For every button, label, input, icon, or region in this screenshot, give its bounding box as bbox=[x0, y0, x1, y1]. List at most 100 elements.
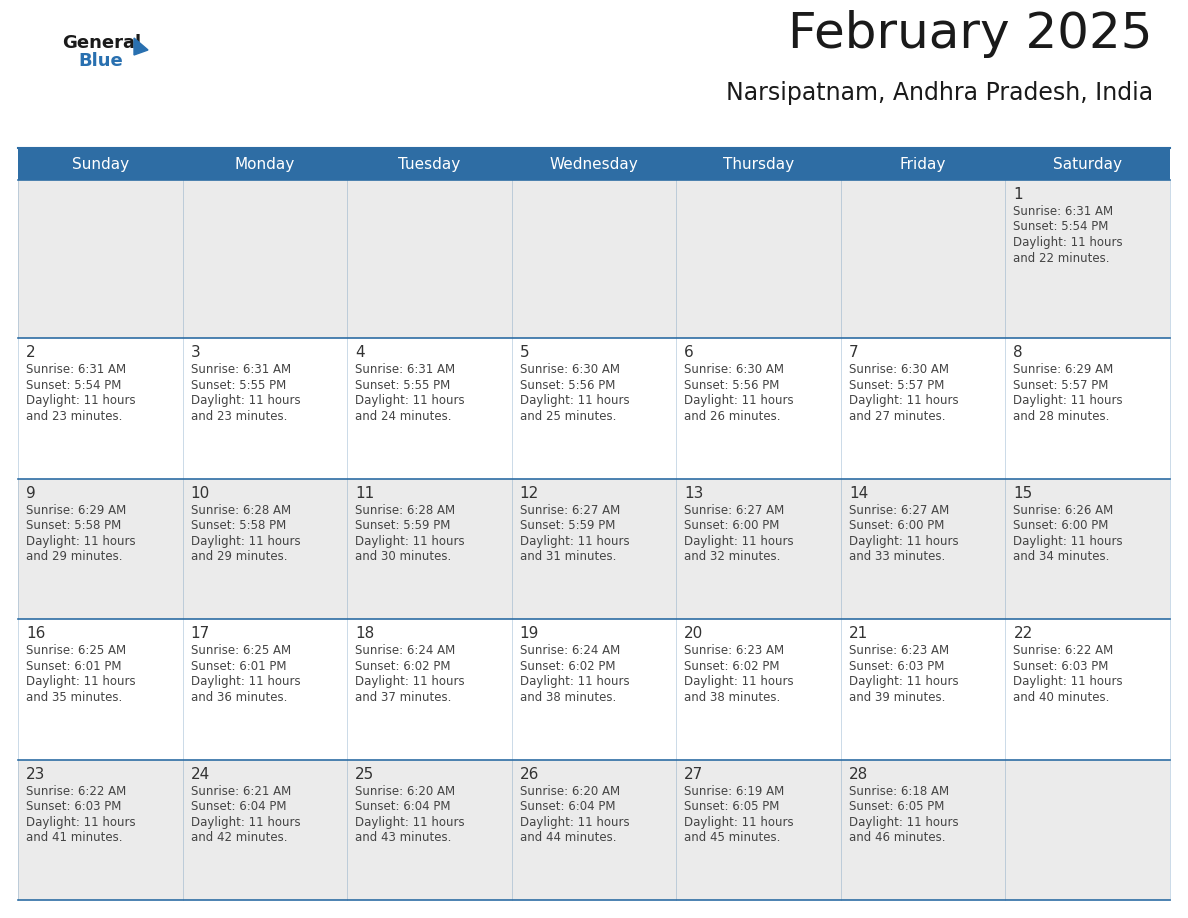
Bar bbox=[1005, 339, 1170, 479]
Text: Daylight: 11 hours: Daylight: 11 hours bbox=[519, 535, 630, 548]
Text: 16: 16 bbox=[26, 626, 45, 641]
Text: Sunday: Sunday bbox=[71, 156, 128, 172]
Text: Daylight: 11 hours: Daylight: 11 hours bbox=[355, 676, 465, 688]
Text: and 39 minutes.: and 39 minutes. bbox=[849, 690, 946, 704]
Text: Sunset: 5:57 PM: Sunset: 5:57 PM bbox=[1013, 379, 1108, 392]
Text: and 25 minutes.: and 25 minutes. bbox=[519, 410, 617, 423]
Text: Sunrise: 6:25 AM: Sunrise: 6:25 AM bbox=[190, 644, 291, 657]
Text: Sunrise: 6:26 AM: Sunrise: 6:26 AM bbox=[1013, 504, 1113, 517]
Text: Sunrise: 6:29 AM: Sunrise: 6:29 AM bbox=[26, 504, 126, 517]
Text: Daylight: 11 hours: Daylight: 11 hours bbox=[1013, 535, 1123, 548]
Text: 7: 7 bbox=[849, 345, 859, 361]
Text: and 44 minutes.: and 44 minutes. bbox=[519, 831, 617, 844]
Text: and 40 minutes.: and 40 minutes. bbox=[1013, 690, 1110, 704]
Text: Sunrise: 6:23 AM: Sunrise: 6:23 AM bbox=[684, 644, 784, 657]
Text: 12: 12 bbox=[519, 486, 539, 501]
Text: Sunrise: 6:31 AM: Sunrise: 6:31 AM bbox=[1013, 205, 1113, 218]
Text: Sunrise: 6:31 AM: Sunrise: 6:31 AM bbox=[190, 364, 291, 376]
Text: 4: 4 bbox=[355, 345, 365, 361]
Text: 19: 19 bbox=[519, 626, 539, 641]
Text: Sunset: 6:04 PM: Sunset: 6:04 PM bbox=[190, 800, 286, 813]
Text: Saturday: Saturday bbox=[1054, 156, 1123, 172]
Text: Sunset: 5:59 PM: Sunset: 5:59 PM bbox=[519, 520, 615, 532]
Bar bbox=[1005, 759, 1170, 900]
Text: 3: 3 bbox=[190, 345, 201, 361]
Text: Sunset: 5:55 PM: Sunset: 5:55 PM bbox=[355, 379, 450, 392]
Text: Daylight: 11 hours: Daylight: 11 hours bbox=[355, 815, 465, 829]
Bar bbox=[512, 339, 676, 479]
Text: 21: 21 bbox=[849, 626, 868, 641]
Text: 28: 28 bbox=[849, 767, 868, 781]
Text: Sunrise: 6:24 AM: Sunrise: 6:24 AM bbox=[519, 644, 620, 657]
Text: Sunset: 6:03 PM: Sunset: 6:03 PM bbox=[26, 800, 121, 813]
Bar bbox=[1005, 479, 1170, 620]
Text: Sunset: 6:02 PM: Sunset: 6:02 PM bbox=[519, 660, 615, 673]
Text: Daylight: 11 hours: Daylight: 11 hours bbox=[190, 535, 301, 548]
Text: Daylight: 11 hours: Daylight: 11 hours bbox=[190, 676, 301, 688]
Bar bbox=[347, 339, 512, 479]
Text: Sunset: 5:55 PM: Sunset: 5:55 PM bbox=[190, 379, 286, 392]
Text: Sunset: 6:04 PM: Sunset: 6:04 PM bbox=[355, 800, 450, 813]
Text: 11: 11 bbox=[355, 486, 374, 501]
Bar bbox=[183, 180, 347, 339]
Text: Daylight: 11 hours: Daylight: 11 hours bbox=[26, 676, 135, 688]
Text: Sunrise: 6:25 AM: Sunrise: 6:25 AM bbox=[26, 644, 126, 657]
Text: Daylight: 11 hours: Daylight: 11 hours bbox=[26, 395, 135, 408]
Text: Sunset: 5:56 PM: Sunset: 5:56 PM bbox=[519, 379, 615, 392]
Text: and 35 minutes.: and 35 minutes. bbox=[26, 690, 122, 704]
Text: 10: 10 bbox=[190, 486, 210, 501]
Text: Sunset: 6:05 PM: Sunset: 6:05 PM bbox=[849, 800, 944, 813]
Text: 1: 1 bbox=[1013, 187, 1023, 202]
Bar bbox=[841, 180, 1005, 339]
Text: Daylight: 11 hours: Daylight: 11 hours bbox=[849, 676, 959, 688]
Text: Sunrise: 6:27 AM: Sunrise: 6:27 AM bbox=[849, 504, 949, 517]
Text: Sunrise: 6:21 AM: Sunrise: 6:21 AM bbox=[190, 785, 291, 798]
Text: Daylight: 11 hours: Daylight: 11 hours bbox=[1013, 236, 1123, 249]
Text: Sunrise: 6:20 AM: Sunrise: 6:20 AM bbox=[355, 785, 455, 798]
Text: and 22 minutes.: and 22 minutes. bbox=[1013, 252, 1110, 264]
Text: Daylight: 11 hours: Daylight: 11 hours bbox=[355, 395, 465, 408]
Text: and 38 minutes.: and 38 minutes. bbox=[684, 690, 781, 704]
Text: Sunset: 5:58 PM: Sunset: 5:58 PM bbox=[190, 520, 286, 532]
Text: Sunrise: 6:18 AM: Sunrise: 6:18 AM bbox=[849, 785, 949, 798]
Text: Sunset: 5:54 PM: Sunset: 5:54 PM bbox=[26, 379, 121, 392]
Text: Sunrise: 6:19 AM: Sunrise: 6:19 AM bbox=[684, 785, 784, 798]
Text: Daylight: 11 hours: Daylight: 11 hours bbox=[849, 815, 959, 829]
Text: 13: 13 bbox=[684, 486, 703, 501]
Bar bbox=[512, 620, 676, 759]
Bar bbox=[512, 479, 676, 620]
Text: Daylight: 11 hours: Daylight: 11 hours bbox=[1013, 395, 1123, 408]
Text: and 33 minutes.: and 33 minutes. bbox=[849, 550, 946, 564]
Polygon shape bbox=[134, 38, 148, 55]
Text: Sunrise: 6:31 AM: Sunrise: 6:31 AM bbox=[355, 364, 455, 376]
Text: Daylight: 11 hours: Daylight: 11 hours bbox=[519, 395, 630, 408]
Bar bbox=[18, 180, 183, 339]
Text: 25: 25 bbox=[355, 767, 374, 781]
Text: Sunrise: 6:24 AM: Sunrise: 6:24 AM bbox=[355, 644, 455, 657]
Text: 23: 23 bbox=[26, 767, 45, 781]
Text: Sunrise: 6:23 AM: Sunrise: 6:23 AM bbox=[849, 644, 949, 657]
Bar bbox=[676, 479, 841, 620]
Bar bbox=[1005, 180, 1170, 339]
Text: Daylight: 11 hours: Daylight: 11 hours bbox=[190, 815, 301, 829]
Text: Sunset: 6:03 PM: Sunset: 6:03 PM bbox=[1013, 660, 1108, 673]
Bar bbox=[841, 620, 1005, 759]
Text: 15: 15 bbox=[1013, 486, 1032, 501]
Text: Sunset: 6:04 PM: Sunset: 6:04 PM bbox=[519, 800, 615, 813]
Text: Wednesday: Wednesday bbox=[550, 156, 638, 172]
Text: Sunrise: 6:29 AM: Sunrise: 6:29 AM bbox=[1013, 364, 1113, 376]
Text: Daylight: 11 hours: Daylight: 11 hours bbox=[26, 815, 135, 829]
Text: Sunset: 6:01 PM: Sunset: 6:01 PM bbox=[26, 660, 121, 673]
Text: 9: 9 bbox=[26, 486, 36, 501]
Text: Daylight: 11 hours: Daylight: 11 hours bbox=[519, 815, 630, 829]
Bar bbox=[347, 620, 512, 759]
Text: and 45 minutes.: and 45 minutes. bbox=[684, 831, 781, 844]
Bar bbox=[183, 759, 347, 900]
Text: Sunset: 6:01 PM: Sunset: 6:01 PM bbox=[190, 660, 286, 673]
Bar bbox=[183, 339, 347, 479]
Text: Sunrise: 6:28 AM: Sunrise: 6:28 AM bbox=[355, 504, 455, 517]
Text: February 2025: February 2025 bbox=[789, 10, 1154, 58]
Text: Sunset: 6:02 PM: Sunset: 6:02 PM bbox=[355, 660, 450, 673]
Text: Sunset: 6:00 PM: Sunset: 6:00 PM bbox=[1013, 520, 1108, 532]
Text: and 28 minutes.: and 28 minutes. bbox=[1013, 410, 1110, 423]
